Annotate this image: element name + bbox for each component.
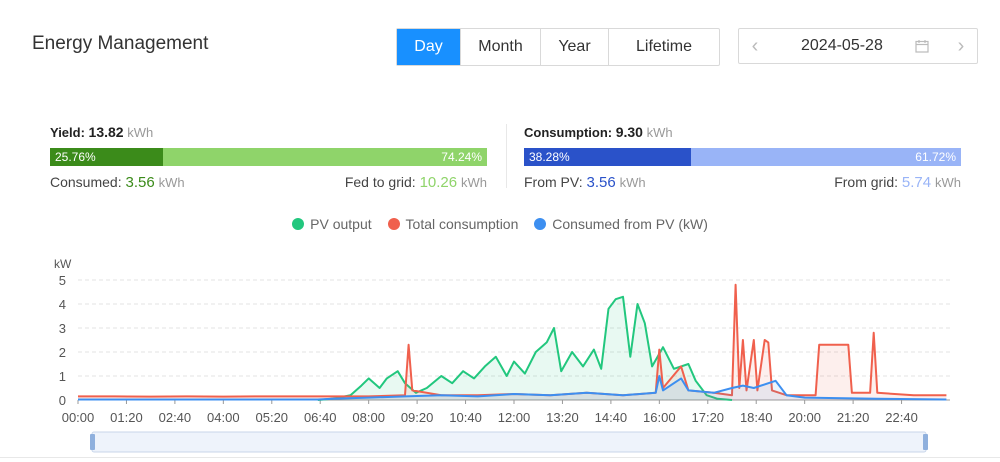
pv-output-line bbox=[317, 295, 733, 401]
yield-heading: Yield: 13.82 kWh bbox=[50, 124, 487, 140]
consumed-from-pv-area bbox=[78, 376, 947, 400]
date-picker[interactable]: ‹ 2024-05-28 › bbox=[738, 28, 978, 64]
x-tick-label: 06:40 bbox=[304, 410, 337, 425]
consumption-heading: Consumption: 9.30 kWh bbox=[524, 124, 961, 140]
x-tick-label: 05:20 bbox=[256, 410, 289, 425]
consumed-value: 3.56 bbox=[125, 174, 155, 191]
from-pv-value: 3.56 bbox=[586, 174, 616, 191]
consumed-from-pv-line bbox=[78, 375, 947, 401]
fed-label: Fed to grid: bbox=[344, 174, 416, 190]
consumption-value: 9.30 bbox=[615, 124, 643, 140]
consumption-bar-from-pv: 38.28% bbox=[524, 148, 692, 166]
x-tick-label: 12:00 bbox=[498, 410, 531, 425]
x-tick-label: 02:40 bbox=[159, 410, 192, 425]
date-value[interactable]: 2024-05-28 bbox=[801, 37, 883, 54]
chevron-left-icon[interactable]: ‹ bbox=[751, 35, 759, 57]
x-tick-label: 00:00 bbox=[62, 410, 95, 425]
legend-item-consumed-from-pv[interactable]: Consumed from PV (kW) bbox=[534, 216, 708, 232]
x-tick-label: 16:00 bbox=[643, 410, 676, 425]
consumption-unit: kWh bbox=[646, 125, 673, 140]
x-tick-label: 13:20 bbox=[546, 410, 579, 425]
y-tick-label: 4 bbox=[59, 297, 66, 312]
from-grid-stat: From grid: 5.74 kWh bbox=[834, 174, 961, 191]
y-tick-label: 2 bbox=[59, 345, 66, 360]
legend-dot-icon bbox=[534, 218, 547, 230]
from-grid-unit: kWh bbox=[935, 175, 961, 190]
consumed-label: Consumed: bbox=[50, 174, 122, 190]
x-tick-label: 18:40 bbox=[740, 410, 773, 425]
chart-legend: PV output Total consumption Consumed fro… bbox=[0, 216, 1000, 233]
yield-bar-consumed: 25.76% bbox=[50, 148, 163, 166]
y-axis-label: kW bbox=[54, 257, 72, 271]
yield-value: 13.82 bbox=[88, 124, 124, 140]
x-tick-label: 22:40 bbox=[885, 410, 918, 425]
summary-divider bbox=[506, 124, 507, 188]
y-tick-label: 3 bbox=[59, 321, 66, 336]
x-tick-label: 10:40 bbox=[449, 410, 482, 425]
x-tick-label: 09:20 bbox=[401, 410, 434, 425]
fed-to-grid-stat: Fed to grid: 10.26 kWh bbox=[345, 174, 487, 191]
legend-label: Consumed from PV (kW) bbox=[552, 216, 708, 232]
from-grid-label: From grid: bbox=[834, 174, 899, 190]
zoom-slider-handle-right[interactable] bbox=[923, 434, 928, 450]
legend-label: PV output bbox=[310, 216, 372, 232]
zoom-slider-track[interactable] bbox=[91, 431, 927, 453]
x-tick-label: 21:20 bbox=[837, 410, 870, 425]
consumed-stat: Consumed: 3.56 kWh bbox=[50, 174, 185, 191]
x-tick-label: 14:40 bbox=[595, 410, 628, 425]
consumption-summary: Consumption: 9.30 kWh 38.28% 61.72% From… bbox=[524, 124, 961, 191]
x-tick-label: 04:00 bbox=[207, 410, 240, 425]
yield-bar-fed: 74.24% bbox=[162, 148, 487, 166]
zoom-slider-handle-left[interactable] bbox=[90, 434, 95, 450]
pv-output-area bbox=[317, 296, 732, 400]
total-consumption-line bbox=[78, 283, 947, 398]
period-year-button[interactable]: Year bbox=[541, 29, 609, 65]
page-title: Energy Management bbox=[32, 33, 209, 54]
yield-summary: Yield: 13.82 kWh 25.76% 74.24% Consumed:… bbox=[50, 124, 487, 191]
chevron-right-icon[interactable]: › bbox=[957, 35, 965, 57]
legend-item-pv-output[interactable]: PV output bbox=[292, 216, 372, 232]
x-tick-label: 08:00 bbox=[352, 410, 385, 425]
y-tick-label: 1 bbox=[59, 369, 66, 384]
legend-dot-icon bbox=[292, 218, 305, 230]
from-grid-value: 5.74 bbox=[901, 174, 932, 191]
x-tick-label: 17:20 bbox=[692, 410, 725, 425]
legend-item-total-consumption[interactable]: Total consumption bbox=[387, 216, 519, 232]
x-tick-label: 01:20 bbox=[110, 410, 143, 425]
period-lifetime-button[interactable]: Lifetime bbox=[635, 38, 693, 55]
fed-value: 10.26 bbox=[419, 174, 458, 191]
yield-bar: 25.76% 74.24% bbox=[50, 148, 487, 166]
period-month-button[interactable]: Month bbox=[461, 29, 541, 65]
from-pv-unit: kWh bbox=[619, 175, 646, 190]
consumed-unit: kWh bbox=[158, 175, 185, 190]
x-tick-label: 20:00 bbox=[788, 410, 821, 425]
from-pv-stat: From PV: 3.56 kWh bbox=[524, 174, 646, 191]
bottom-divider bbox=[0, 457, 1000, 458]
y-tick-label: 0 bbox=[59, 393, 66, 408]
consumption-bar: 38.28% 61.72% bbox=[524, 148, 961, 166]
fed-unit: kWh bbox=[461, 175, 487, 190]
energy-line-chart: kW 0 1 2 3 4 5 00:00 01:20 02:40 04:00 05:20 06:40 08… bbox=[54, 257, 950, 453]
yield-unit: kWh bbox=[127, 125, 154, 140]
from-pv-label: From PV: bbox=[524, 174, 583, 190]
consumption-label: Consumption: bbox=[524, 125, 613, 140]
y-tick-label: 5 bbox=[59, 273, 66, 288]
period-selector: Day Month Year Lifetime bbox=[396, 28, 720, 66]
yield-label: Yield: bbox=[50, 125, 85, 140]
consumption-bar-from-grid: 61.72% bbox=[691, 148, 961, 166]
calendar-icon[interactable] bbox=[915, 39, 929, 53]
period-day-button[interactable]: Day bbox=[397, 29, 461, 65]
legend-dot-icon bbox=[387, 218, 400, 230]
legend-label: Total consumption bbox=[405, 216, 519, 232]
